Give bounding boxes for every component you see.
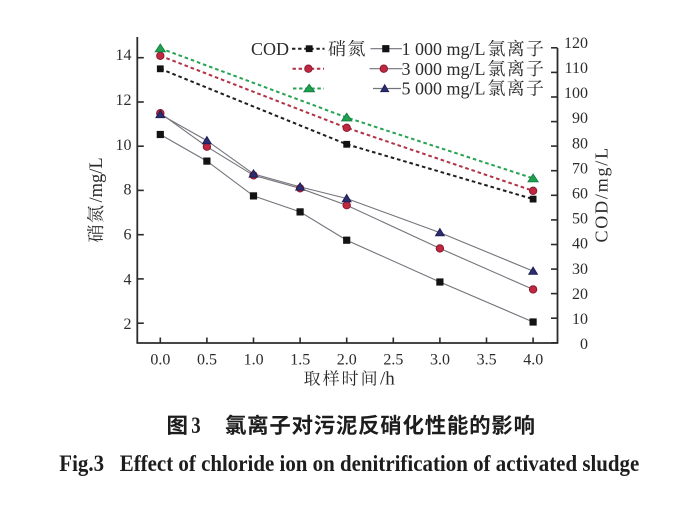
svg-text:8: 8: [124, 182, 132, 199]
svg-text:120: 120: [564, 35, 588, 52]
svg-text:4: 4: [124, 271, 132, 288]
svg-text:14: 14: [116, 47, 132, 64]
svg-text:90: 90: [572, 110, 588, 127]
svg-text:110: 110: [565, 60, 588, 77]
svg-text:40: 40: [572, 236, 588, 253]
svg-text:70: 70: [572, 160, 588, 177]
svg-text:/h: /h: [380, 369, 395, 390]
svg-text:COD: COD: [251, 39, 289, 59]
svg-text:2: 2: [124, 316, 132, 333]
svg-text:0.0: 0.0: [150, 352, 170, 369]
svg-text:60: 60: [572, 186, 588, 203]
svg-text:4.0: 4.0: [523, 352, 543, 369]
svg-text:1.5: 1.5: [290, 352, 310, 369]
svg-text:1.0: 1.0: [244, 352, 264, 369]
svg-text:/mg/L: /mg/L: [87, 157, 107, 202]
svg-text:10: 10: [572, 311, 588, 328]
svg-text:0.5: 0.5: [197, 352, 217, 369]
svg-text:6: 6: [124, 227, 132, 244]
svg-text:3.5: 3.5: [477, 352, 497, 369]
svg-text:80: 80: [572, 135, 588, 152]
svg-text:5 000 mg/L: 5 000 mg/L: [402, 79, 486, 99]
svg-text:12: 12: [116, 92, 132, 109]
svg-text:Fig.3 Effect of chloride ion: Fig.3 Effect of chloride ion on denitrif…: [59, 451, 639, 476]
svg-text:3: 3: [191, 412, 200, 439]
svg-text:50: 50: [572, 211, 588, 228]
svg-text:1 000 mg/L: 1 000 mg/L: [402, 39, 486, 59]
svg-text:0: 0: [580, 336, 588, 353]
svg-text:100: 100: [564, 85, 588, 102]
svg-text:COD/mg/L: COD/mg/L: [592, 146, 612, 242]
svg-text:2.0: 2.0: [337, 352, 357, 369]
svg-text:20: 20: [572, 286, 588, 303]
svg-text:3 000 mg/L: 3 000 mg/L: [402, 59, 486, 79]
svg-text:2.5: 2.5: [383, 352, 403, 369]
svg-text:30: 30: [572, 261, 588, 278]
svg-text:10: 10: [116, 137, 132, 154]
svg-text:3.0: 3.0: [430, 352, 450, 369]
